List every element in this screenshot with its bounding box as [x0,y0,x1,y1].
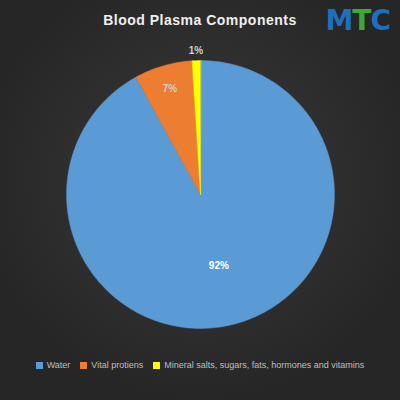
svg-text:1%: 1% [189,45,204,56]
html-text:Mineral salts, sugars, fats, h: Mineral salts, sugars, fats, hormones an… [164,360,365,370]
html-text:Vital protiens: Vital protiens [91,360,144,370]
svg-text:92%: 92% [209,260,229,271]
svg-text:7%: 7% [163,83,178,94]
html-text:Water: Water [46,360,71,370]
html-text:M T C: M T C [325,4,390,37]
html-text:Blood Plasma Components: Blood Plasma Components [103,12,297,28]
